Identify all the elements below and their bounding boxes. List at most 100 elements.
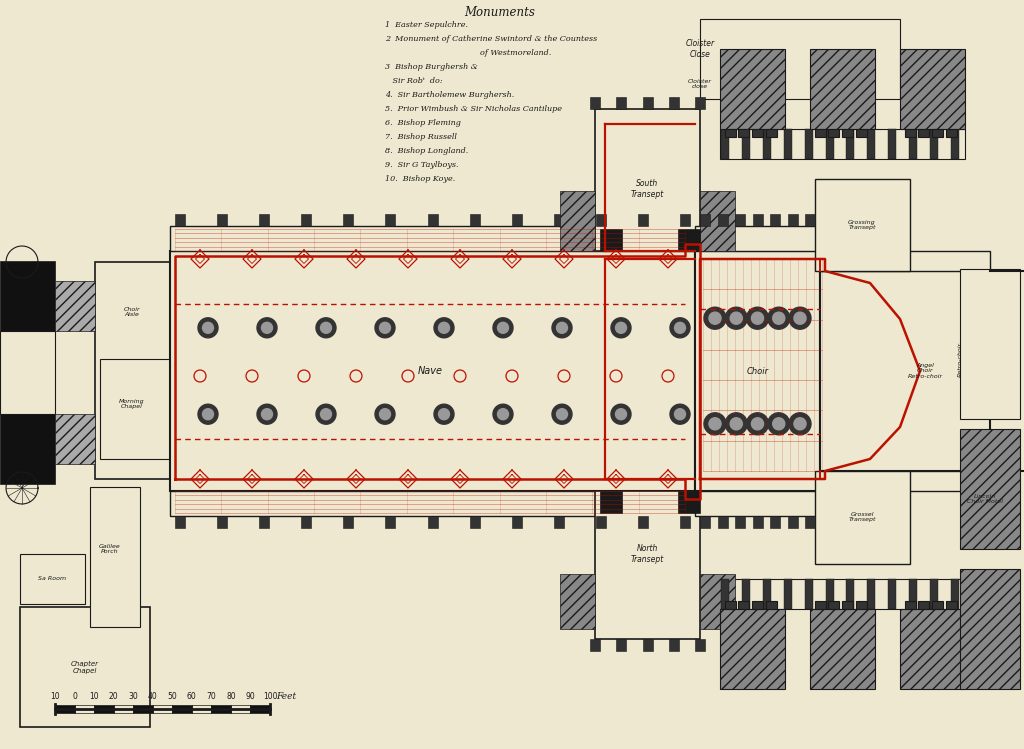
Circle shape bbox=[615, 409, 627, 419]
Bar bbox=[752, 129, 763, 137]
Bar bbox=[20, 607, 150, 727]
Bar bbox=[595, 491, 700, 639]
Circle shape bbox=[768, 307, 790, 330]
Bar bbox=[680, 516, 690, 528]
Circle shape bbox=[725, 413, 748, 435]
Circle shape bbox=[375, 404, 395, 424]
Bar bbox=[766, 601, 777, 609]
Text: 5.  Prior Wimbush & Sir Nicholas Cantilupe: 5. Prior Wimbush & Sir Nicholas Cantilup… bbox=[385, 105, 562, 113]
Bar bbox=[695, 251, 820, 491]
Circle shape bbox=[438, 322, 450, 333]
Circle shape bbox=[730, 418, 742, 430]
Bar bbox=[695, 491, 820, 516]
Bar bbox=[600, 229, 622, 251]
Bar bbox=[596, 214, 606, 226]
Bar bbox=[560, 574, 595, 629]
Bar bbox=[932, 129, 943, 137]
Bar bbox=[735, 516, 745, 528]
Circle shape bbox=[380, 409, 390, 419]
Bar bbox=[842, 601, 853, 609]
Circle shape bbox=[773, 312, 784, 324]
Bar bbox=[825, 129, 834, 159]
Bar bbox=[961, 569, 1020, 689]
Bar bbox=[175, 214, 185, 226]
Text: 8.  Bishop Longland.: 8. Bishop Longland. bbox=[385, 147, 468, 155]
Bar bbox=[301, 214, 311, 226]
Bar bbox=[961, 269, 1020, 419]
Bar bbox=[820, 251, 990, 271]
Circle shape bbox=[730, 312, 742, 324]
Bar bbox=[596, 516, 606, 528]
Bar bbox=[763, 579, 771, 609]
Bar bbox=[783, 129, 792, 159]
Text: Monuments: Monuments bbox=[465, 6, 536, 19]
Bar bbox=[301, 516, 311, 528]
Bar bbox=[951, 129, 959, 159]
Bar bbox=[951, 579, 959, 609]
Text: 9.  Sir G Taylboys.: 9. Sir G Taylboys. bbox=[385, 161, 459, 169]
Bar bbox=[847, 129, 854, 159]
Bar bbox=[909, 579, 918, 609]
Bar bbox=[560, 191, 595, 251]
Bar bbox=[669, 97, 679, 109]
Bar bbox=[695, 639, 705, 651]
Circle shape bbox=[375, 318, 395, 338]
Bar bbox=[251, 705, 270, 713]
Text: 80: 80 bbox=[226, 692, 236, 701]
Bar bbox=[720, 579, 965, 609]
Bar bbox=[930, 579, 938, 609]
Circle shape bbox=[198, 404, 218, 424]
Bar bbox=[211, 705, 230, 713]
Circle shape bbox=[670, 404, 690, 424]
Bar bbox=[763, 129, 771, 159]
Bar bbox=[75, 705, 94, 713]
Bar bbox=[820, 471, 990, 491]
Bar bbox=[217, 516, 227, 528]
Text: 3  Bishop Burghersh &: 3 Bishop Burghersh & bbox=[385, 63, 478, 71]
Bar bbox=[725, 129, 736, 137]
Bar bbox=[805, 129, 813, 159]
Bar bbox=[770, 214, 780, 226]
Bar bbox=[815, 601, 826, 609]
Bar bbox=[720, 609, 785, 689]
Text: Cloister
Close: Cloister Close bbox=[685, 39, 715, 58]
Bar bbox=[766, 129, 777, 137]
Bar bbox=[170, 226, 695, 251]
Text: North
Transept: North Transept bbox=[631, 545, 664, 564]
Text: 6.  Bishop Fleming: 6. Bishop Fleming bbox=[385, 119, 461, 127]
Bar bbox=[172, 705, 191, 713]
Bar bbox=[932, 601, 943, 609]
Bar bbox=[946, 601, 957, 609]
Bar bbox=[259, 516, 269, 528]
Bar bbox=[856, 601, 867, 609]
Bar bbox=[427, 214, 437, 226]
Circle shape bbox=[321, 409, 332, 419]
Circle shape bbox=[746, 413, 768, 435]
Bar bbox=[888, 129, 896, 159]
Bar bbox=[590, 639, 600, 651]
Bar bbox=[0, 331, 55, 414]
Bar bbox=[678, 491, 700, 513]
Bar bbox=[825, 579, 834, 609]
Bar bbox=[842, 129, 853, 137]
Bar bbox=[905, 129, 916, 137]
Bar bbox=[847, 579, 854, 609]
Circle shape bbox=[611, 404, 631, 424]
Bar bbox=[888, 579, 896, 609]
Text: Cloister
close: Cloister close bbox=[688, 79, 712, 89]
Circle shape bbox=[257, 318, 278, 338]
Text: 40: 40 bbox=[147, 692, 158, 701]
Circle shape bbox=[794, 418, 806, 430]
Circle shape bbox=[316, 318, 336, 338]
Circle shape bbox=[675, 322, 685, 333]
Bar bbox=[678, 229, 700, 251]
Text: Chapter
Chapel: Chapter Chapel bbox=[71, 661, 99, 673]
Bar bbox=[695, 97, 705, 109]
Text: Nave: Nave bbox=[418, 366, 442, 376]
Circle shape bbox=[790, 413, 811, 435]
Bar bbox=[720, 49, 785, 129]
Bar bbox=[0, 414, 55, 484]
Bar bbox=[669, 639, 679, 651]
Bar bbox=[600, 491, 622, 513]
Bar bbox=[742, 129, 750, 159]
